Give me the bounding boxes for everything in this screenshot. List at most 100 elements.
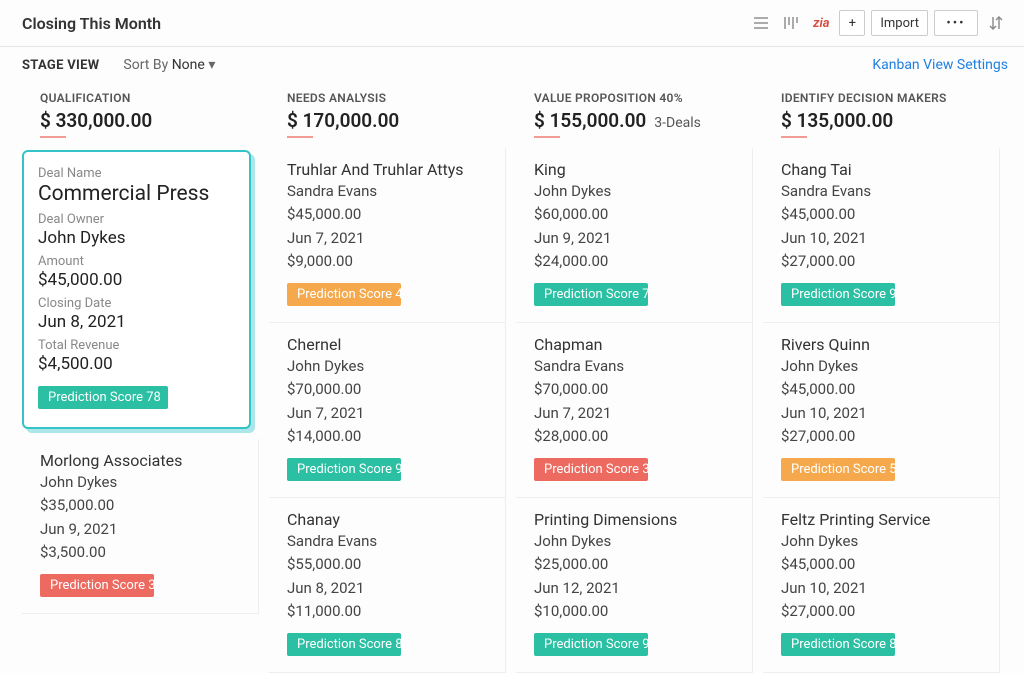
deal-revenue: $27,000.00 — [781, 600, 995, 623]
deal-card[interactable]: Printing DimensionsJohn Dykes$25,000.00J… — [516, 498, 753, 673]
field-value-closing_date: Jun 8, 2021 — [38, 312, 233, 332]
column-underline — [534, 136, 560, 138]
column-amount: $ 155,000.00 — [534, 109, 646, 132]
add-button[interactable]: + — [839, 10, 865, 36]
column-amount: $ 135,000.00 — [781, 109, 893, 132]
column-cards: Chang TaiSandra Evans$45,000.00Jun 10, 2… — [763, 148, 1000, 673]
deal-name: King — [534, 160, 748, 179]
deal-revenue: $14,000.00 — [287, 425, 501, 448]
deal-card[interactable]: Chang TaiSandra Evans$45,000.00Jun 10, 2… — [763, 148, 1000, 323]
deal-owner: John Dykes — [40, 471, 254, 494]
deal-amount: $45,000.00 — [287, 203, 501, 226]
deal-date: Jun 12, 2021 — [534, 577, 748, 600]
deal-card[interactable]: Feltz Printing ServiceJohn Dykes$45,000.… — [763, 498, 1000, 673]
deal-date: Jun 7, 2021 — [287, 402, 501, 425]
deal-revenue: $10,000.00 — [534, 600, 748, 623]
kanban-column: NEEDS ANALYSIS $ 170,000.00 Truhlar And Tr… — [269, 91, 516, 673]
deal-amount: $45,000.00 — [781, 378, 995, 401]
column-cards: KingJohn Dykes$60,000.00Jun 9, 2021$24,0… — [516, 148, 753, 673]
deal-name: Rivers Quinn — [781, 335, 995, 354]
topbar: Closing This Month zia + Import ••• — [0, 0, 1024, 47]
prediction-score-badge: Prediction Score 50 — [781, 458, 895, 481]
deal-revenue: $24,000.00 — [534, 250, 748, 273]
deal-card[interactable]: Morlong AssociatesJohn Dykes$35,000.00Ju… — [22, 439, 259, 614]
column-title: IDENTIFY DECISION MAKERS — [781, 91, 996, 105]
deal-revenue: $27,000.00 — [781, 425, 995, 448]
prediction-score-badge: Prediction Score 80 — [287, 633, 401, 656]
deal-amount: $70,000.00 — [534, 378, 748, 401]
import-button[interactable]: Import — [871, 10, 928, 36]
column-amount: $ 330,000.00 — [40, 109, 152, 132]
column-header: IDENTIFY DECISION MAKERS $ 135,000.00 — [763, 91, 1000, 142]
deal-owner: Sandra Evans — [287, 180, 501, 203]
prediction-score-badge: Prediction Score 32 — [40, 574, 154, 597]
deal-date: Jun 10, 2021 — [781, 227, 995, 250]
field-label-deal_name: Deal Name — [38, 166, 233, 181]
field-value-total_revenue: $4,500.00 — [38, 354, 233, 374]
deal-amount: $45,000.00 — [781, 203, 995, 226]
kanban-column: QUALIFICATION $ 330,000.00 Deal NameCommer… — [22, 91, 269, 673]
prediction-score-badge: Prediction Score 95 — [287, 458, 401, 481]
deal-name: Printing Dimensions — [534, 510, 748, 529]
deal-revenue: $11,000.00 — [287, 600, 501, 623]
deal-card[interactable]: Rivers QuinnJohn Dykes$45,000.00Jun 10, … — [763, 323, 1000, 498]
featured-deal-card[interactable]: Deal NameCommercial PressDeal OwnerJohn … — [22, 150, 251, 429]
field-value-deal_name: Commercial Press — [38, 182, 233, 206]
more-menu-button[interactable]: ••• — [934, 10, 978, 36]
deal-owner: John Dykes — [534, 180, 748, 203]
deal-card[interactable]: Truhlar And Truhlar AttysSandra Evans$45… — [269, 148, 506, 323]
deal-amount: $25,000.00 — [534, 553, 748, 576]
sort-by[interactable]: Sort By None ▾ — [123, 57, 215, 73]
deal-date: Jun 7, 2021 — [534, 402, 748, 425]
prediction-score-badge: Prediction Score 90 — [534, 633, 648, 656]
column-header: VALUE PROPOSITION 40%$ 155,000.003-Deals — [516, 91, 753, 142]
field-value-deal_owner: John Dykes — [38, 228, 233, 248]
deal-amount: $55,000.00 — [287, 553, 501, 576]
list-view-icon[interactable] — [749, 11, 773, 35]
deal-card[interactable]: ChapmanSandra Evans$70,000.00Jun 7, 2021… — [516, 323, 753, 498]
kanban-view-icon[interactable] — [779, 11, 803, 35]
deal-owner: John Dykes — [781, 355, 995, 378]
kanban-column: IDENTIFY DECISION MAKERS $ 135,000.00 Chan… — [763, 91, 1010, 673]
field-label-amount: Amount — [38, 254, 233, 269]
prediction-score-badge: Prediction Score 45 — [287, 283, 401, 306]
deal-card[interactable]: KingJohn Dykes$60,000.00Jun 9, 2021$24,0… — [516, 148, 753, 323]
deal-name: Chanay — [287, 510, 501, 529]
sort-by-value: None — [172, 57, 205, 73]
prediction-score-badge: Prediction Score 88 — [781, 633, 895, 656]
deal-name: Truhlar And Truhlar Attys — [287, 160, 501, 179]
column-underline — [287, 136, 313, 138]
deal-revenue: $3,500.00 — [40, 541, 254, 564]
sort-by-label: Sort By — [123, 57, 168, 73]
deal-amount: $45,000.00 — [781, 553, 995, 576]
deal-name: Feltz Printing Service — [781, 510, 995, 529]
deal-amount: $70,000.00 — [287, 378, 501, 401]
deal-owner: Sandra Evans — [781, 180, 995, 203]
deal-date: Jun 9, 2021 — [534, 227, 748, 250]
zia-icon[interactable]: zia — [809, 11, 833, 35]
deal-revenue: $28,000.00 — [534, 425, 748, 448]
prediction-score-badge: Prediction Score 30 — [534, 458, 648, 481]
deal-card[interactable]: ChernelJohn Dykes$70,000.00Jun 7, 2021$1… — [269, 323, 506, 498]
column-cards: Truhlar And Truhlar AttysSandra Evans$45… — [269, 148, 506, 673]
deal-date: Jun 8, 2021 — [287, 577, 501, 600]
field-value-amount: $45,000.00 — [38, 270, 233, 290]
deal-card[interactable]: ChanaySandra Evans$55,000.00Jun 8, 2021$… — [269, 498, 506, 673]
deal-name: Morlong Associates — [40, 451, 254, 470]
deal-name: Chernel — [287, 335, 501, 354]
column-title: NEEDS ANALYSIS — [287, 91, 502, 105]
column-amount: $ 170,000.00 — [287, 109, 399, 132]
deal-date: Jun 9, 2021 — [40, 518, 254, 541]
stage-view-label: STAGE VIEW — [22, 58, 99, 73]
topbar-actions: zia + Import ••• — [749, 10, 1008, 36]
sort-icon[interactable] — [984, 11, 1008, 35]
prediction-score-badge: Prediction Score 70 — [534, 283, 648, 306]
kanban-column: VALUE PROPOSITION 40%$ 155,000.003-Deals… — [516, 91, 763, 673]
column-title: QUALIFICATION — [40, 91, 255, 105]
deal-name: Chang Tai — [781, 160, 995, 179]
column-header: NEEDS ANALYSIS $ 170,000.00 — [269, 91, 506, 142]
column-title: VALUE PROPOSITION 40% — [534, 91, 749, 105]
kanban-settings-link[interactable]: Kanban View Settings — [872, 57, 1008, 73]
chevron-down-icon: ▾ — [208, 57, 215, 73]
prediction-score-badge: Prediction Score 92 — [781, 283, 895, 306]
